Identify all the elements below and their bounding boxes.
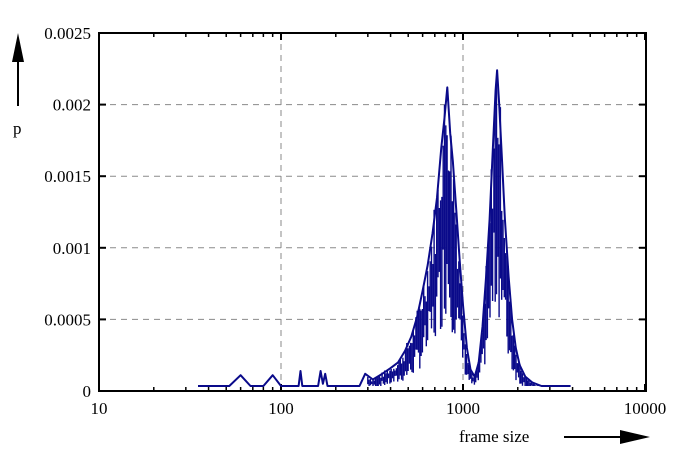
y-tick-label: 0.0005 xyxy=(44,310,91,329)
x-tick-label: 10000 xyxy=(624,399,667,418)
x-tick-label: 10 xyxy=(91,399,108,418)
x-tick-label: 1000 xyxy=(446,399,480,418)
axis-ticks xyxy=(98,32,646,392)
y-tick-label: 0 xyxy=(83,382,92,401)
data-series xyxy=(198,69,571,387)
x-tick-labels: 10 100 1000 10000 xyxy=(91,399,667,418)
plot-frame xyxy=(98,32,647,392)
grid-lines xyxy=(99,33,646,391)
x-axis-title: frame size xyxy=(459,427,529,446)
y-tick-label: 0.0015 xyxy=(44,167,91,186)
y-tick-label: 0.001 xyxy=(53,239,91,258)
y-tick-label: 0.0025 xyxy=(44,24,91,43)
y-tick-labels: 0 0.0005 0.001 0.0015 0.002 0.0025 xyxy=(44,24,91,401)
y-axis-title: p xyxy=(13,119,22,138)
x-axis-arrow-icon xyxy=(564,430,650,444)
x-tick-label: 100 xyxy=(268,399,294,418)
y-tick-label: 0.002 xyxy=(53,96,91,115)
y-axis-arrow-icon xyxy=(12,33,24,106)
